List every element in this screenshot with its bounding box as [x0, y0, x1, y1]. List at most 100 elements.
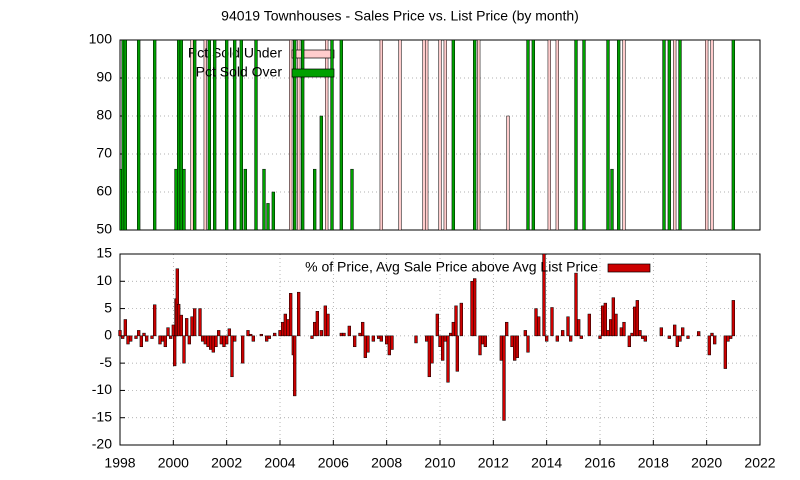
- bar: [217, 330, 221, 337]
- bar: [139, 335, 143, 348]
- bar: [430, 335, 434, 364]
- bar: [673, 39, 677, 231]
- legend-label: Pct Sold Over: [196, 64, 283, 80]
- bar: [273, 332, 277, 337]
- bar: [427, 335, 431, 378]
- bar: [731, 300, 735, 337]
- bar: [459, 302, 463, 337]
- bar: [510, 335, 514, 348]
- bar: [641, 335, 645, 339]
- bar: [198, 308, 202, 337]
- bar: [126, 335, 130, 345]
- x-tick-label: 2020: [691, 455, 722, 471]
- bar: [241, 335, 245, 364]
- bar: [667, 335, 671, 339]
- bar: [243, 168, 247, 231]
- x-tick-label: 2012: [478, 455, 509, 471]
- bar: [726, 335, 730, 342]
- bar: [379, 335, 383, 342]
- bar: [254, 39, 258, 231]
- bar: [713, 335, 717, 345]
- legend-swatch: [291, 49, 335, 59]
- bar: [454, 305, 458, 337]
- bar: [611, 297, 615, 337]
- bar: [209, 335, 213, 350]
- bar: [225, 39, 229, 231]
- bar: [438, 335, 442, 348]
- bar: [213, 39, 217, 231]
- y-tick-label: 100: [89, 31, 113, 47]
- bar: [350, 168, 354, 231]
- bar: [118, 330, 122, 337]
- y-tick-label: 5: [104, 299, 112, 315]
- bar: [182, 335, 186, 364]
- x-tick-label: 2006: [318, 455, 349, 471]
- bar: [358, 332, 362, 337]
- bar: [319, 115, 323, 231]
- bar: [526, 335, 530, 353]
- bar: [390, 335, 394, 350]
- y-tick-label: 70: [96, 145, 112, 161]
- bar: [169, 335, 173, 339]
- bar: [707, 335, 711, 356]
- x-tick-label: 2018: [638, 455, 669, 471]
- bar: [414, 335, 418, 344]
- bar: [297, 291, 301, 337]
- chart-title: 94019 Townhouses - Sales Price vs. List …: [221, 8, 579, 24]
- bar: [502, 335, 506, 421]
- bar: [150, 335, 154, 339]
- bar: [266, 203, 270, 231]
- bar: [177, 39, 181, 231]
- bar: [142, 332, 146, 337]
- legend-swatch: [607, 263, 651, 273]
- bar: [438, 39, 442, 231]
- bar: [166, 327, 170, 337]
- bar: [587, 313, 591, 337]
- bar: [686, 335, 690, 339]
- y-tick-label: 10: [96, 272, 112, 288]
- bar: [614, 313, 618, 337]
- bar: [481, 335, 485, 345]
- bar: [214, 335, 218, 348]
- bar: [203, 335, 207, 345]
- bar: [339, 39, 343, 231]
- bar: [153, 39, 157, 231]
- x-tick-label: 2016: [584, 455, 615, 471]
- bar: [673, 324, 677, 337]
- bar: [187, 335, 191, 345]
- bar: [179, 39, 183, 231]
- x-tick-label: 2004: [264, 455, 295, 471]
- bar: [422, 39, 426, 231]
- bar: [239, 39, 243, 231]
- bar: [315, 311, 319, 337]
- bar: [190, 316, 194, 337]
- bar: [455, 335, 459, 372]
- bar: [534, 308, 538, 337]
- bar: [134, 335, 138, 339]
- bar: [289, 39, 293, 231]
- bar: [286, 319, 290, 337]
- bar: [622, 321, 626, 337]
- bar: [171, 324, 175, 337]
- bar: [211, 335, 215, 353]
- bar: [193, 39, 197, 231]
- bar: [153, 304, 157, 337]
- bar: [729, 335, 733, 339]
- bar: [506, 115, 510, 231]
- bar: [265, 335, 269, 342]
- bar: [662, 39, 666, 231]
- y-tick-label: -10: [92, 381, 112, 397]
- bar: [601, 305, 605, 337]
- bar: [173, 335, 177, 367]
- bar: [398, 39, 402, 231]
- bar: [201, 335, 205, 342]
- bar: [473, 39, 477, 231]
- bar: [582, 39, 586, 231]
- bar: [371, 335, 375, 342]
- bar: [545, 335, 549, 342]
- bar: [446, 335, 450, 383]
- x-tick-label: 1998: [104, 455, 135, 471]
- bar: [281, 321, 285, 337]
- bar: [262, 168, 266, 231]
